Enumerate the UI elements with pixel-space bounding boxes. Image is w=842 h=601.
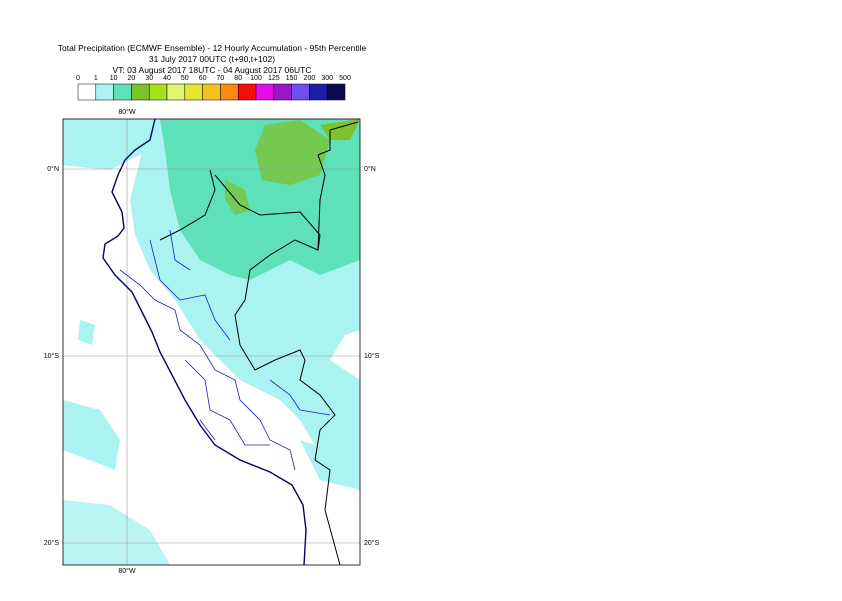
color-swatch (77, 83, 97, 101)
colorbar-label: 20 (128, 75, 136, 82)
color-swatch (237, 83, 257, 101)
colorbar-label: 300 (321, 75, 333, 82)
color-swatch (220, 83, 239, 101)
lat-label: 0°N (364, 165, 376, 173)
color-swatch (273, 83, 292, 101)
lon-label: 80°W (118, 108, 136, 116)
colorbar-label: 0 (76, 75, 80, 82)
base-time: 31 July 2017 00UTC (t+90,t+102) (149, 54, 275, 64)
lon-label: 80°W (118, 567, 136, 575)
colorbar-label: 150 (286, 75, 298, 82)
colorbar-label: 500 (339, 75, 351, 82)
color-swatch (95, 83, 114, 101)
color-swatch (113, 83, 132, 101)
colorbar-label: 40 (163, 75, 171, 82)
color-swatch (184, 83, 203, 101)
color-swatch (255, 83, 275, 101)
map-frame (62, 118, 361, 566)
colorbar-label: 60 (199, 75, 207, 82)
color-swatch (309, 83, 328, 101)
lat-label: 10°S (364, 352, 380, 360)
color-swatch (326, 83, 346, 101)
precip-area (63, 500, 170, 565)
coastline (102, 119, 307, 565)
color-swatch (131, 83, 150, 101)
border (159, 121, 359, 565)
precip-area (78, 320, 95, 345)
precip-area (300, 440, 360, 490)
color-swatch (202, 83, 221, 101)
colorbar-label: 30 (145, 75, 153, 82)
colorbar-label: 1 (94, 75, 98, 82)
colorbar-label: 100 (250, 75, 262, 82)
precip-area (63, 119, 160, 170)
colorbar-label: 80 (234, 75, 242, 82)
lat-label: 0°N (47, 165, 59, 173)
lat-label: 20°S (364, 539, 380, 547)
colorbar-label: 10 (110, 75, 118, 82)
valid-time: VT: 03 August 2017 18UTC - 04 August 201… (113, 65, 312, 75)
colorbar-label: 125 (268, 75, 280, 82)
colorbar-label: 50 (181, 75, 189, 82)
title: Total Precipitation (ECMWF Ensemble) - 1… (58, 43, 367, 53)
color-swatch (166, 83, 186, 101)
color-swatch (291, 83, 310, 101)
lat-label: 10°S (44, 352, 60, 360)
colorbar: 0 1 10 20 30 40 50 60 70 80 100 125 150 200 300 500 (76, 75, 351, 101)
admin-border (119, 229, 331, 471)
precip-area (63, 400, 120, 470)
map: 80°W 80°W 0°N 10°S 20°S 0°N 10°S 20°S (44, 108, 380, 575)
lat-label: 20°S (44, 539, 60, 547)
color-swatch (148, 83, 168, 101)
colorbar-label: 200 (304, 75, 316, 82)
precip-area (225, 180, 250, 215)
colorbar-label: 70 (217, 75, 225, 82)
